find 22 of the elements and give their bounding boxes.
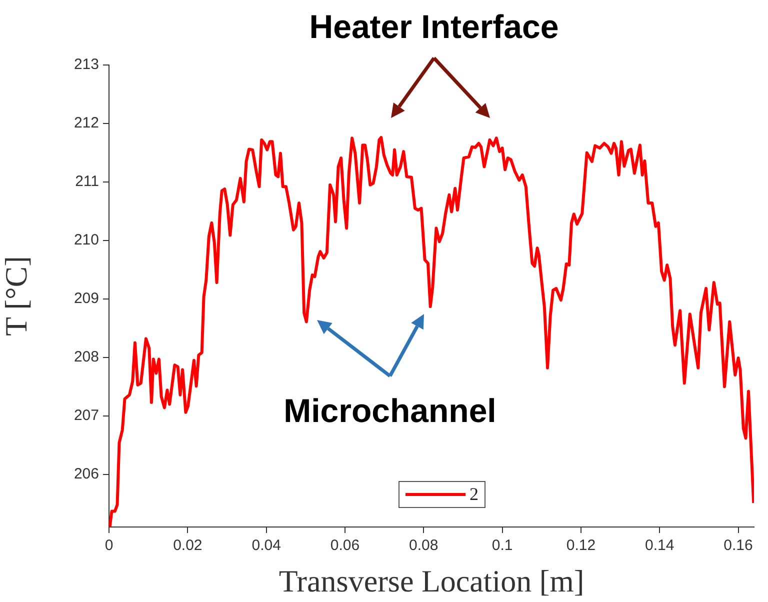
x-tick-label: 0.16	[724, 537, 753, 554]
x-tick-label: 0.02	[173, 537, 202, 554]
x-tick-label: 0.14	[645, 537, 674, 554]
x-tick-label: 0.1	[492, 537, 513, 554]
x-tick-label: 0.06	[330, 537, 360, 554]
x-tick-label: 0.12	[566, 537, 596, 554]
text: Heater Interface	[309, 8, 559, 46]
y-tick-label: 207	[74, 407, 99, 424]
x-tick-label: 0	[104, 537, 114, 554]
y-tick-label: 209	[74, 290, 99, 308]
x-axis-title: Transverse Location [m]	[278, 564, 584, 599]
x-tick-label: 0.08	[409, 537, 438, 554]
y-tick-label: 210	[74, 232, 99, 249]
y-axis-title: T [°C]	[0, 256, 34, 336]
y-tick-label: 211	[75, 173, 99, 190]
y-tick-label: 213	[74, 56, 99, 74]
y-tick-label: 206	[74, 466, 99, 483]
y-tick-label: 212	[74, 114, 99, 132]
annotation: Microchannel	[284, 392, 496, 430]
x-tick-label: 0.04	[252, 537, 281, 554]
legend-label: 2	[470, 484, 478, 505]
y-tick-label: 208	[74, 348, 99, 366]
